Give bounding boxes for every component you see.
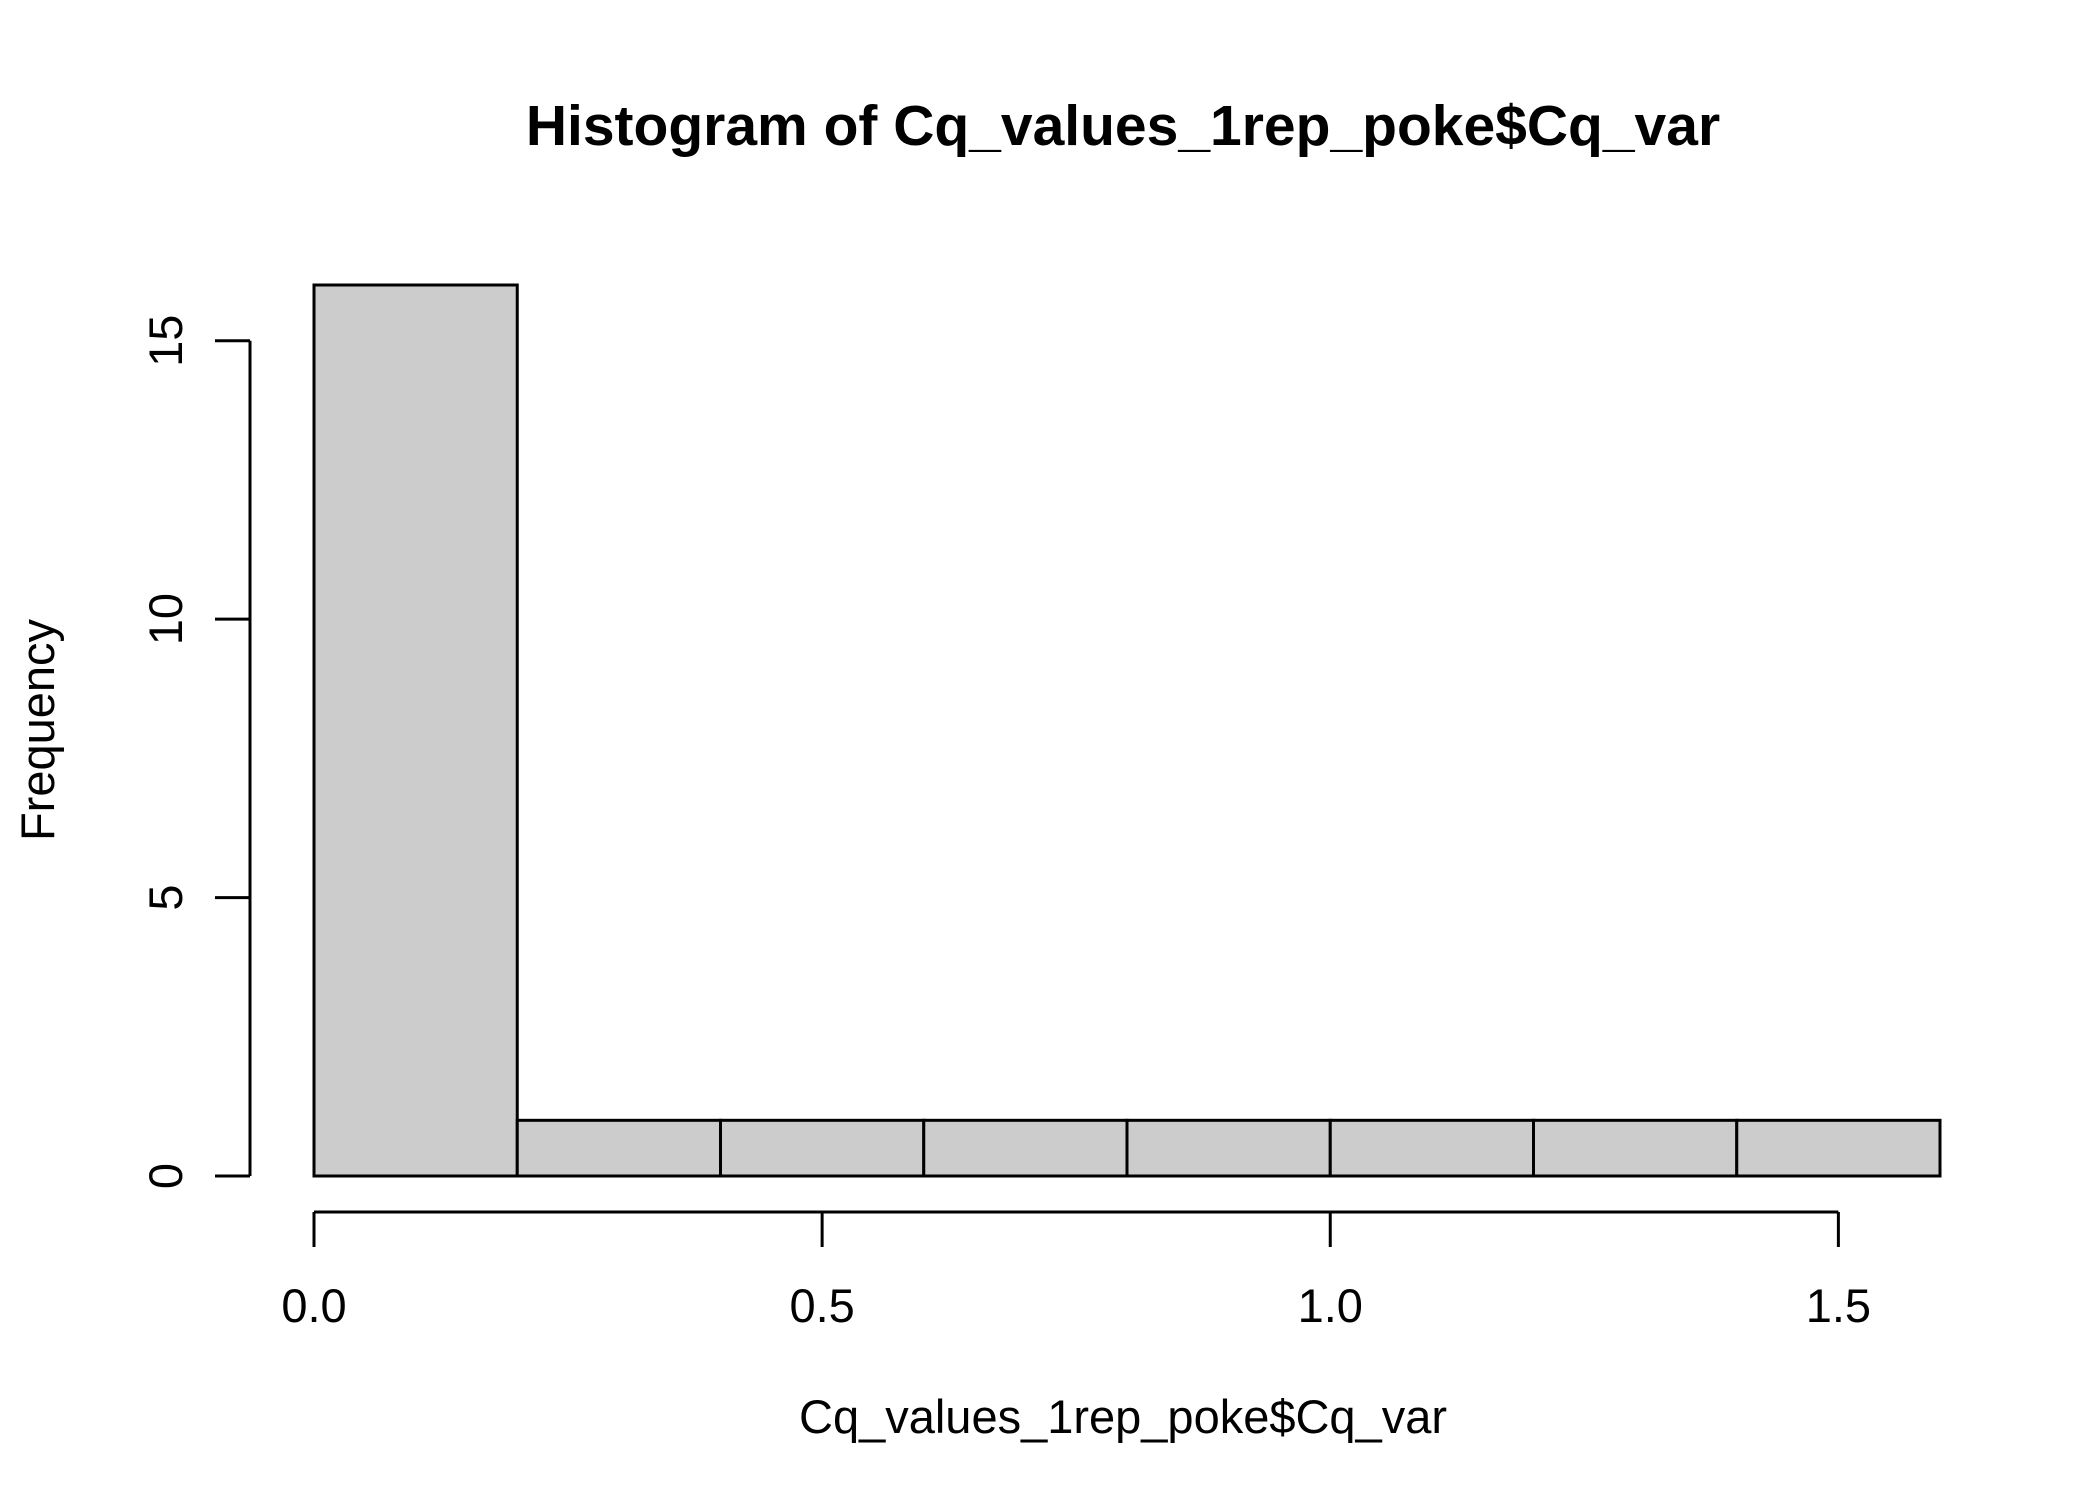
histogram-bar-4 [922, 1118, 1129, 1178]
histogram-bar-1 [312, 283, 519, 1178]
y-tick-label-1: 5 [139, 884, 192, 910]
chart-title: Histogram of Cq_values_1rep_poke$Cq_var [526, 94, 1720, 158]
x-tick-label-3: 1.5 [1806, 1279, 1871, 1332]
x-axis-label: Cq_values_1rep_poke$Cq_var [799, 1390, 1447, 1443]
histogram-bar-7 [1532, 1118, 1739, 1178]
histogram-bar-5 [1125, 1118, 1332, 1178]
histogram-bar-8 [1735, 1118, 1942, 1178]
y-axis: 0 5 10 15 [139, 315, 252, 1189]
bars-group [312, 283, 1942, 1178]
y-tick-label-0: 0 [139, 1163, 192, 1189]
histogram-bar-3 [719, 1118, 926, 1178]
x-tick-label-1: 0.5 [789, 1279, 854, 1332]
x-tick-label-2: 1.0 [1298, 1279, 1363, 1332]
x-tick-label-0: 0.0 [281, 1279, 346, 1332]
x-axis: 0.0 0.5 1.0 1.5 [281, 1210, 1871, 1332]
y-tick-label-3: 15 [139, 315, 192, 367]
histogram-bar-2 [515, 1118, 722, 1178]
y-tick-label-2: 10 [139, 593, 192, 645]
y-axis-label: Frequency [11, 618, 64, 841]
histogram-bar-6 [1328, 1118, 1535, 1178]
